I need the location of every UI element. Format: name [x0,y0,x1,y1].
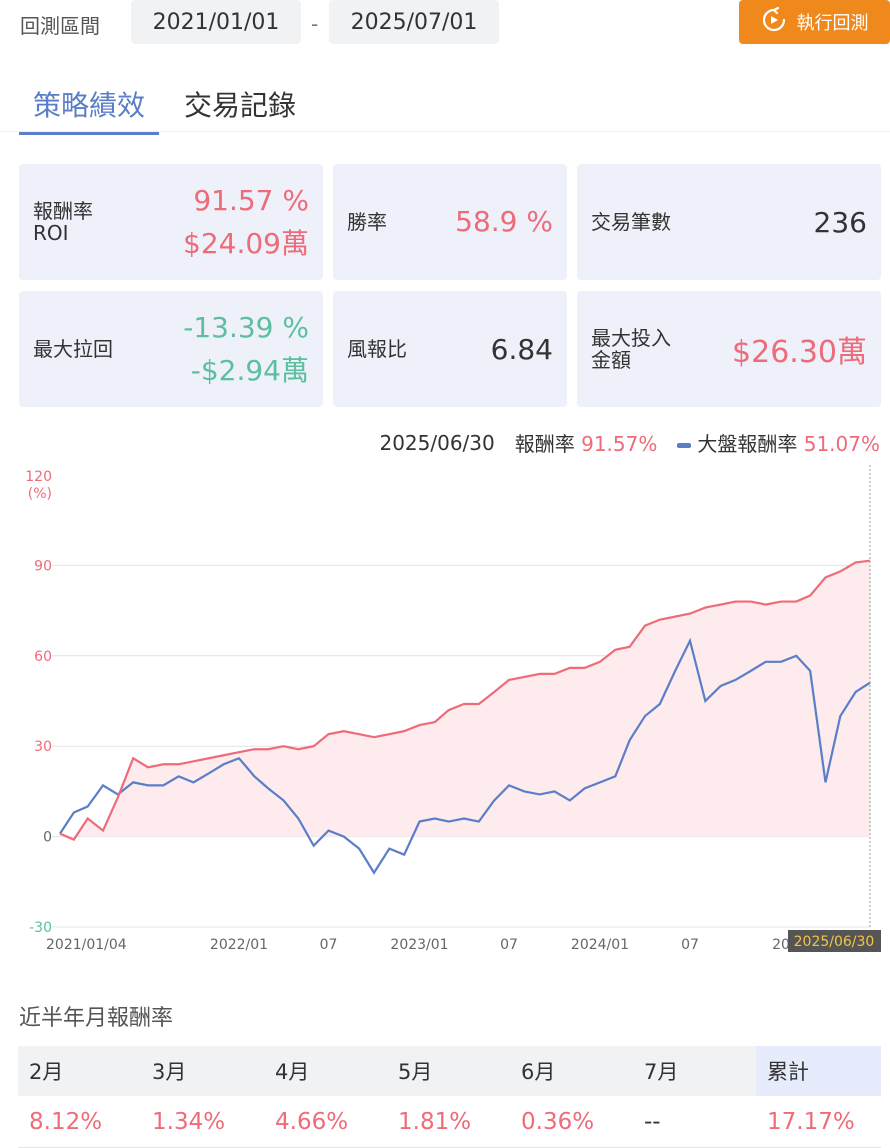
metric-card-max-invest: 最大投入 金額 $26.30萬 [577,291,881,407]
x-tick-label: 07 [681,937,699,953]
metric-card-win-rate: 勝率 58.9 % [333,164,567,280]
x-tick-label: 2023/01 [390,937,448,953]
metric-card-risk-reward: 風報比 6.84 [333,291,567,407]
x-tick-label: 2022/01 [210,937,268,953]
max-invest-sub-label: 金額 [591,348,631,372]
table-cell: 0.36% [521,1108,595,1135]
table-cell-total: 17.17% [767,1108,855,1135]
table-cell: 4.66% [275,1108,349,1135]
tab-trade-records[interactable]: 交易記錄 [184,89,297,122]
table-cell: 1.34% [152,1108,226,1135]
roi-label: 報酬率 [33,199,93,223]
end-date-field[interactable]: 2025/07/01 [329,0,499,44]
win-rate-value: 58.9 % [455,205,553,239]
win-rate-label: 勝率 [347,210,387,234]
risk-reward-label: 風報比 [347,337,407,361]
legend-market-swatch [677,443,692,448]
trades-value: 236 [813,205,867,239]
roi-percent-value: 91.57 % [193,183,309,217]
table-cell: -- [644,1108,661,1135]
legend-strategy-label: 報酬率 [514,432,575,456]
trades-label: 交易筆數 [591,210,671,234]
table-header-cell: 5月 [398,1060,433,1084]
max-drawdown-label: 最大拉回 [33,337,113,361]
cursor-date-badge [788,930,881,952]
table-header-cell: 2月 [29,1060,64,1084]
x-tick-label: 20 [772,937,790,953]
max-invest-value: $26.30萬 [732,335,867,370]
strategy-return-line [59,559,871,841]
monthly-returns-table: 2月 3月 4月 5月 6月 7月 累計 8.12% 1.34% 4.66% 1… [18,1046,881,1148]
start-date-field[interactable]: 2021/01/01 [131,0,301,44]
x-tick-label: 07 [320,937,338,953]
table-cell: 1.81% [398,1108,472,1135]
strategy-area-fill [60,560,870,840]
metric-card-trades: 交易筆數 236 [577,164,881,280]
roi-amount-value: $24.09萬 [183,227,309,260]
table-header-cell: 7月 [644,1060,679,1084]
tab-divider [0,131,890,132]
date-separator: - [311,12,319,36]
returns-line-chart[interactable]: -30 0 30 60 90 120(%) 2021/01/04 2022/01 07 2023/… [0,460,890,960]
risk-reward-value: 6.84 [490,332,553,366]
x-tick-label: 07 [500,937,518,953]
table-header-cell-total: 累計 [756,1046,881,1096]
legend-strategy-value: 91.57% [581,432,658,456]
table-header-cell: 4月 [275,1060,310,1084]
y-tick-label: 60 [34,649,52,665]
y-tick-label: 90 [34,558,52,574]
table-header-cell: 6月 [521,1060,556,1084]
backtest-range-label: 回測區間 [20,14,100,38]
max-drawdown-amount-value: -$2.94萬 [190,354,309,387]
tab-strategy-performance[interactable]: 策略績效 [19,84,160,135]
y-tick-label: -30 [29,920,52,936]
refresh-run-icon [761,6,787,38]
max-drawdown-percent-value: -13.39 % [183,310,309,344]
metric-card-roi: 報酬率 ROI 91.57 % $24.09萬 [19,164,323,280]
table-cell: 8.12% [29,1108,103,1135]
metric-card-max-drawdown: 最大拉回 -13.39 % -$2.94萬 [19,291,323,407]
x-tick-label: 2021/01/04 [46,937,127,953]
y-tick-label: 0 [43,830,52,846]
roi-sub-label: ROI [33,221,69,245]
legend-market-value: 51.07% [803,432,880,456]
x-tick-label: 2024/01 [571,937,629,953]
run-backtest-button[interactable]: 執行回測 [739,0,890,44]
legend-date: 2025/06/30 [379,430,495,455]
y-tick-label: 30 [34,739,52,755]
max-invest-label: 最大投入 [591,326,671,350]
run-button-label: 執行回測 [796,13,869,34]
y-axis-unit-label: (%) [28,486,52,502]
market-return-line [59,637,871,875]
table-header-row: 2月 3月 4月 5月 6月 7月 累計 [18,1046,881,1096]
monthly-returns-title: 近半年月報酬率 [19,1006,174,1031]
chart-legend: 2025/06/30 報酬率 91.57% 大盤報酬率 51.07% [379,428,880,457]
y-axis-top-label: 120 [25,469,52,485]
cursor-date-label: 2025/06/30 [794,934,875,950]
legend-market-label: 大盤報酬率 [697,432,798,456]
table-row: 8.12% 1.34% 4.66% 1.81% 0.36% -- 17.17% [18,1096,881,1148]
table-header-cell: 3月 [152,1060,187,1084]
